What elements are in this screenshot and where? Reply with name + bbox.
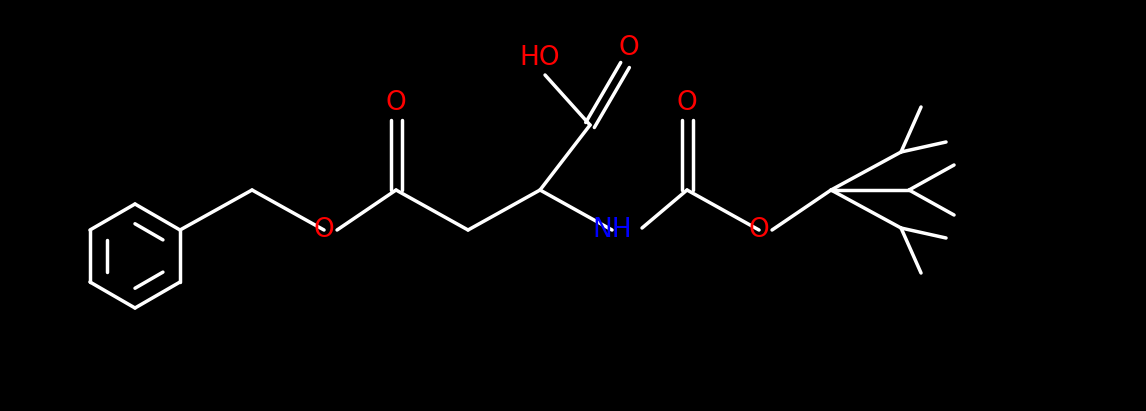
Text: O: O [386,90,407,116]
Text: NH: NH [592,217,631,243]
Text: O: O [748,217,769,243]
Text: O: O [619,35,639,61]
Text: O: O [314,217,335,243]
Text: O: O [676,90,698,116]
Text: HO: HO [520,45,560,71]
